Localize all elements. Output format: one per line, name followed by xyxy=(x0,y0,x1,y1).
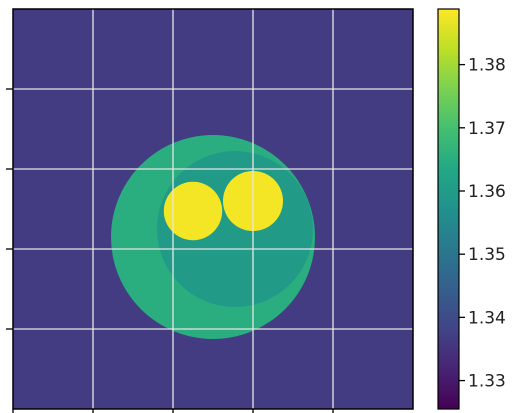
colorbar-gradient xyxy=(438,9,459,409)
colorbar-tick-label: 1.33 xyxy=(468,372,506,392)
colorbar-tick-label: 1.34 xyxy=(468,308,506,328)
colorbar: 1.33 1.34 1.35 1.36 1.37 1.38 xyxy=(437,8,506,410)
colorbar-tick-label: 1.38 xyxy=(468,56,506,76)
plot-frame xyxy=(12,8,414,410)
colorbar-ticks: 1.33 1.34 1.35 1.36 1.37 1.38 xyxy=(459,56,506,392)
axis-ticks xyxy=(6,88,334,413)
heatmap-object-3 xyxy=(163,181,223,241)
colorbar-tick-label: 1.36 xyxy=(468,182,506,202)
colorbar-tick-label: 1.35 xyxy=(468,245,506,265)
grid-lines xyxy=(13,9,413,409)
colorbar-tick-label: 1.37 xyxy=(468,119,506,139)
heatmap-plot xyxy=(13,9,413,409)
colorbar-frame xyxy=(437,8,460,410)
heatmap-objects xyxy=(111,135,315,339)
